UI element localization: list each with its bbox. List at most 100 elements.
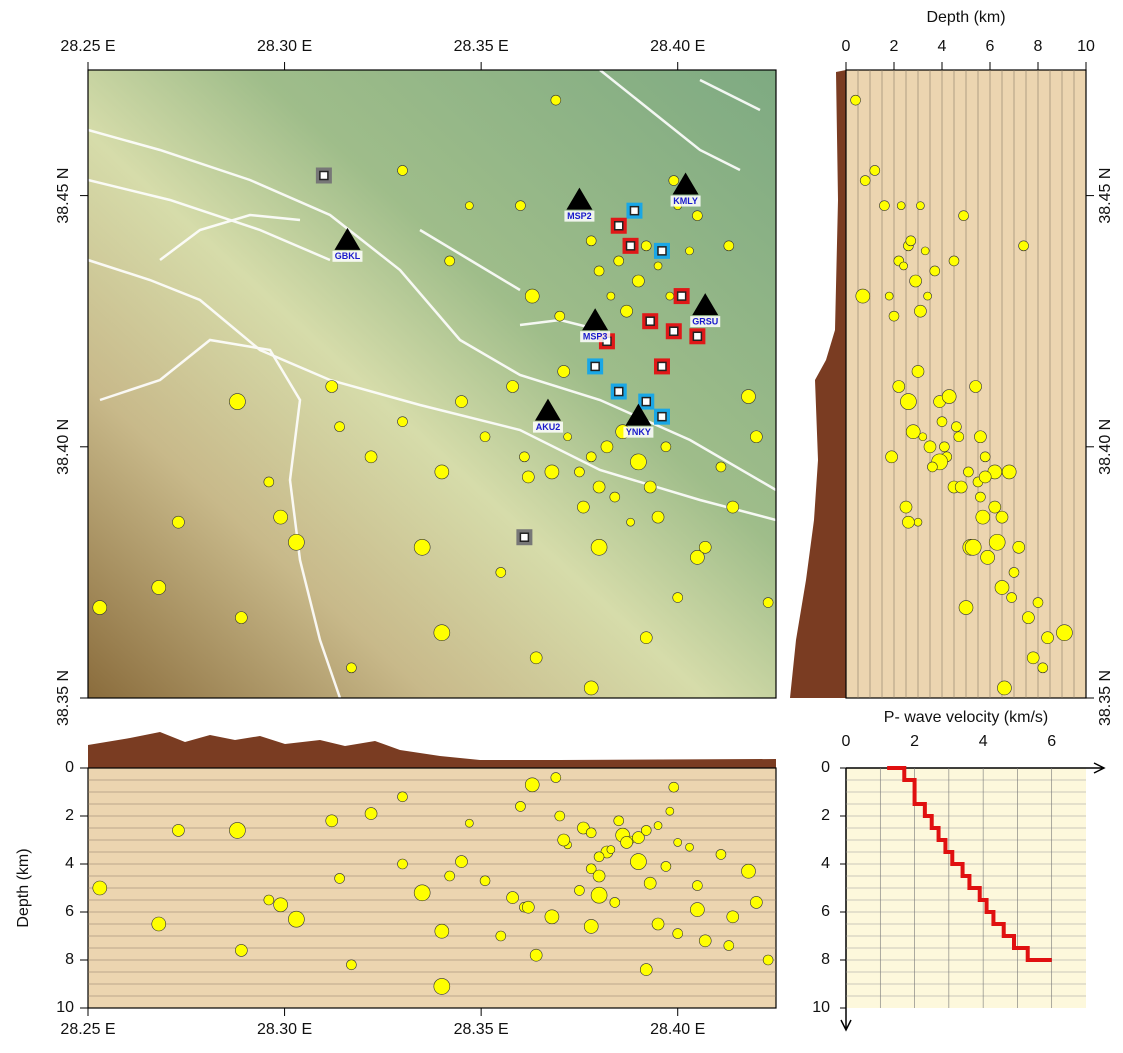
y-tick-label: 38.35 N (1097, 670, 1114, 726)
figure: 28.25 E28.30 E28.35 E28.40 E38.35 N38.40… (0, 0, 1123, 1048)
event (669, 176, 679, 186)
event (172, 824, 184, 836)
event (346, 663, 356, 673)
event (574, 467, 584, 477)
event (763, 598, 773, 608)
event (1002, 465, 1016, 479)
event (435, 465, 449, 479)
event (640, 964, 652, 976)
site-marker-inner (646, 317, 654, 325)
event (666, 292, 674, 300)
event (976, 510, 990, 524)
event (924, 441, 936, 453)
event (398, 792, 408, 802)
site-marker-inner (615, 222, 623, 230)
event (586, 236, 596, 246)
event (607, 292, 615, 300)
site-marker-inner (630, 207, 638, 215)
event (584, 919, 598, 933)
event (621, 836, 633, 848)
site-marker-inner (627, 242, 635, 250)
event (434, 978, 450, 994)
event (963, 467, 973, 477)
event (530, 949, 542, 961)
event (856, 289, 870, 303)
event (555, 811, 565, 821)
event (692, 881, 702, 891)
velocity-title: P- wave velocity (km/s) (884, 709, 1048, 726)
event (879, 201, 889, 211)
event (724, 241, 734, 251)
event (465, 202, 473, 210)
event (930, 266, 940, 276)
event (1013, 541, 1025, 553)
event (927, 462, 937, 472)
event (455, 396, 467, 408)
x-tick-label: 4 (979, 733, 988, 750)
event (610, 492, 620, 502)
event (699, 541, 711, 553)
event (414, 885, 430, 901)
event (507, 381, 519, 393)
event (558, 365, 570, 377)
event (545, 910, 559, 924)
x-tick-label: 10 (1077, 38, 1095, 55)
event (989, 501, 1001, 513)
section-title: Depth (km) (926, 9, 1005, 26)
event (1038, 663, 1048, 673)
event (666, 807, 674, 815)
event (593, 481, 605, 493)
event (981, 550, 995, 564)
event (414, 539, 430, 555)
event (235, 944, 247, 956)
event (1007, 593, 1017, 603)
event (1056, 625, 1072, 641)
event (965, 539, 981, 555)
event (654, 822, 662, 830)
x-tick-label: 0 (842, 38, 851, 55)
event (921, 247, 929, 255)
event (335, 873, 345, 883)
site-marker-inner (670, 327, 678, 335)
x-tick-label: 2 (910, 733, 919, 750)
event (480, 876, 490, 886)
event (1033, 598, 1043, 608)
y-tick-label: 38.40 N (55, 419, 72, 475)
x-tick-label: 2 (890, 38, 899, 55)
topography (88, 732, 776, 768)
event (172, 516, 184, 528)
event (584, 681, 598, 695)
event (1022, 612, 1034, 624)
y-tick-label: 38.45 N (1097, 168, 1114, 224)
event (970, 381, 982, 393)
event (551, 95, 561, 105)
event (750, 896, 762, 908)
event (949, 256, 959, 266)
event (644, 481, 656, 493)
event (989, 534, 1005, 550)
event (673, 929, 683, 939)
event (577, 501, 589, 513)
event (496, 931, 506, 941)
event (434, 625, 450, 641)
x-tick-label: 6 (1047, 733, 1056, 750)
event (586, 452, 596, 462)
event (690, 903, 704, 917)
x-tick-label: 28.35 E (454, 1021, 509, 1038)
event (326, 815, 338, 827)
event (594, 266, 604, 276)
event (93, 601, 107, 615)
event (669, 782, 679, 792)
event (851, 95, 861, 105)
x-tick-label: 28.25 E (60, 1021, 115, 1038)
event (652, 918, 664, 930)
event (937, 417, 947, 427)
event (264, 477, 274, 487)
event (900, 262, 908, 270)
event (996, 511, 1008, 523)
x-tick-label: 4 (938, 38, 947, 55)
event (152, 917, 166, 931)
x-tick-label: 28.30 E (257, 1021, 312, 1038)
event (326, 381, 338, 393)
event (686, 843, 694, 851)
